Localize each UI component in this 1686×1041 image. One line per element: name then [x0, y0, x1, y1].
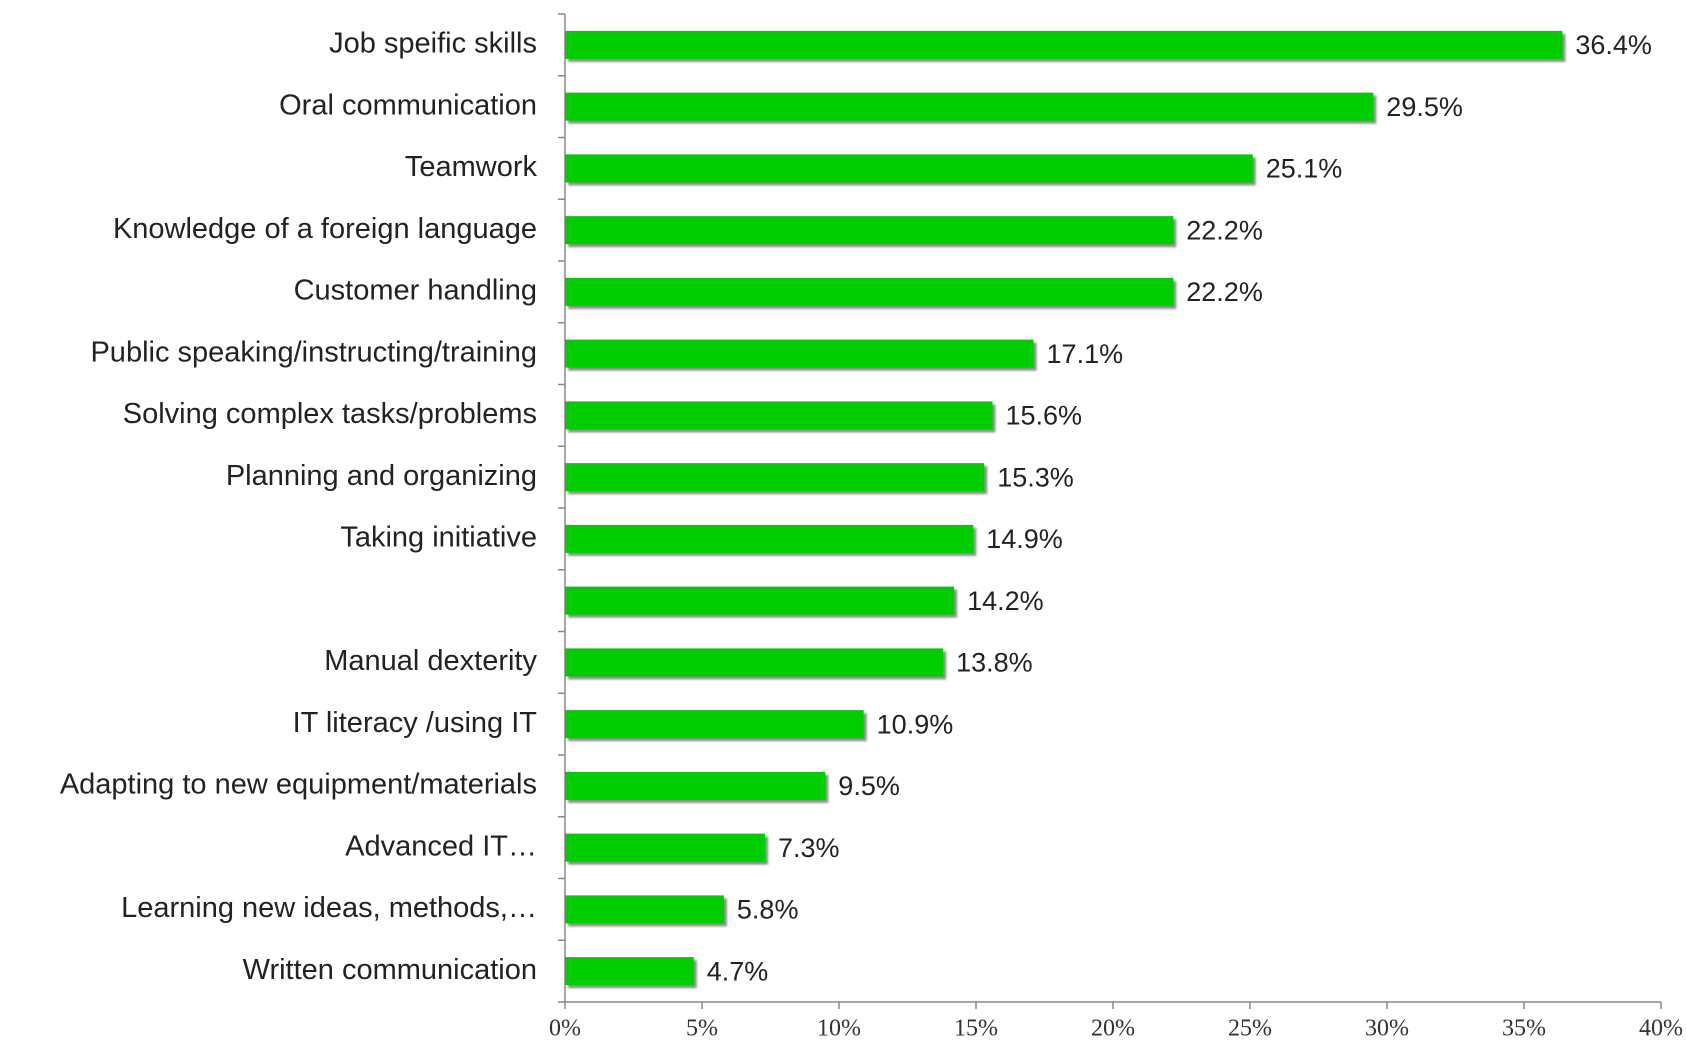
category-label: IT literacy /using IT: [293, 707, 538, 739]
category-label: Oral communication: [279, 89, 537, 121]
x-tick-label: 0%: [549, 1016, 581, 1041]
value-label: 36.4%: [1575, 30, 1652, 60]
category-label: Knowledge of a foreign language: [113, 213, 537, 245]
bar: [565, 833, 766, 862]
x-tick-label: 20%: [1091, 1016, 1135, 1041]
category-label: Job speific skills: [329, 28, 537, 60]
bar: [565, 154, 1253, 183]
value-label: 29.5%: [1386, 92, 1463, 122]
value-label: 9.5%: [838, 771, 900, 801]
category-label: Learning new ideas, methods,…: [121, 892, 537, 924]
x-tick-label: 15%: [954, 1016, 998, 1041]
x-tick-label: 35%: [1502, 1016, 1546, 1041]
bar: [565, 771, 826, 800]
bar: [565, 586, 955, 615]
value-label: 5.8%: [737, 895, 799, 925]
bar: [565, 92, 1374, 121]
bar: [565, 648, 944, 677]
category-label: Customer handling: [294, 275, 537, 307]
bar: [565, 463, 985, 492]
category-label: Public speaking/instructing/training: [90, 336, 537, 368]
category-label: Written communication: [243, 954, 537, 986]
x-tick-label: 10%: [817, 1016, 861, 1041]
category-label: Manual dexterity: [324, 645, 537, 677]
category-label: Taking initiative: [340, 522, 537, 554]
bar: [565, 30, 1563, 59]
category-label: Adapting to new equipment/materials: [60, 769, 537, 801]
bar: [565, 401, 993, 430]
value-label: 22.2%: [1186, 215, 1263, 245]
value-label: 14.2%: [967, 586, 1044, 616]
value-label: 7.3%: [778, 833, 840, 863]
category-label: Planning and organizing: [226, 460, 537, 492]
x-tick-label: 25%: [1228, 1016, 1272, 1041]
bar: [565, 524, 974, 553]
category-label: Advanced IT…: [345, 830, 537, 862]
category-label: Teamwork: [405, 151, 538, 183]
x-tick-label: 5%: [686, 1016, 718, 1041]
category-label: Solving complex tasks/problems: [123, 398, 537, 430]
value-label: 15.3%: [997, 462, 1074, 492]
value-label: 13.8%: [956, 648, 1033, 678]
value-label: 4.7%: [707, 956, 769, 986]
x-tick-label: 40%: [1639, 1016, 1683, 1041]
value-label: 10.9%: [877, 709, 954, 739]
bar: [565, 710, 864, 739]
bar: [565, 957, 694, 986]
value-label: 15.6%: [1005, 401, 1082, 431]
bar: [565, 277, 1174, 306]
bar: [565, 216, 1174, 245]
x-tick-label: 30%: [1365, 1016, 1409, 1041]
value-label: 22.2%: [1186, 277, 1263, 307]
value-label: 25.1%: [1266, 154, 1343, 184]
bar: [565, 895, 724, 924]
bar: [565, 339, 1034, 368]
value-label: 17.1%: [1047, 339, 1124, 369]
value-label: 14.9%: [986, 524, 1063, 554]
